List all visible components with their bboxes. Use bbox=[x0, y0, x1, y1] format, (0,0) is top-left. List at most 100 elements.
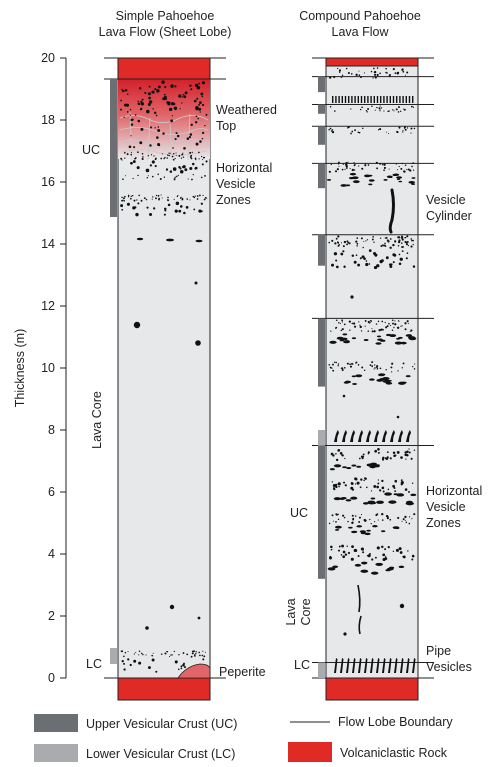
vesicle bbox=[398, 253, 401, 256]
vesicle bbox=[174, 157, 176, 160]
vesicle bbox=[407, 244, 409, 247]
vesicle bbox=[132, 160, 136, 164]
vesicle bbox=[340, 329, 343, 332]
compound-upper-crust-bar bbox=[318, 445, 325, 579]
vesicle bbox=[133, 653, 135, 655]
vesicle bbox=[329, 366, 332, 369]
vesicle bbox=[202, 658, 205, 661]
vesicle bbox=[331, 129, 334, 131]
pipe-vesicle bbox=[373, 96, 375, 103]
vesicle bbox=[166, 238, 174, 242]
vesicle bbox=[163, 93, 166, 96]
vesicle bbox=[406, 127, 409, 129]
vesicle bbox=[328, 241, 331, 244]
vesicle bbox=[337, 549, 341, 552]
vesicle bbox=[413, 513, 416, 516]
vesicle bbox=[347, 125, 350, 129]
vesicle bbox=[368, 179, 375, 182]
vesicle bbox=[333, 464, 342, 468]
vesicle bbox=[406, 320, 409, 323]
vesicle bbox=[169, 152, 171, 154]
vesicle bbox=[379, 110, 381, 112]
compound-upper-crust-bar bbox=[318, 234, 325, 266]
vesicle bbox=[199, 194, 201, 197]
vesicle bbox=[341, 321, 343, 323]
simple-hvz-label-2: Vesicle bbox=[216, 177, 256, 191]
vesicle bbox=[358, 70, 360, 72]
vesicle bbox=[141, 158, 144, 160]
vesicle bbox=[361, 167, 364, 170]
vesicle bbox=[142, 654, 144, 656]
vesicle bbox=[356, 245, 358, 247]
vesicle bbox=[330, 330, 332, 332]
vesicle bbox=[195, 651, 197, 653]
vesicle bbox=[152, 108, 154, 110]
vesicle bbox=[371, 330, 374, 333]
vesicle bbox=[121, 199, 123, 202]
vesicle bbox=[381, 320, 384, 323]
compound-title-line1: Compound Pahoehoe bbox=[299, 9, 421, 23]
vesicle bbox=[390, 263, 393, 266]
vesicle bbox=[185, 205, 189, 209]
vesicle bbox=[355, 362, 357, 364]
vesicle bbox=[413, 127, 416, 130]
vesicle bbox=[411, 558, 414, 561]
vesicle bbox=[189, 84, 192, 87]
vesicle bbox=[394, 479, 398, 483]
vesicle bbox=[358, 131, 361, 134]
vesicle bbox=[365, 109, 368, 112]
vesicle bbox=[186, 137, 190, 140]
pipe-vesicle bbox=[376, 96, 379, 103]
vesicle bbox=[383, 244, 386, 247]
vesicle bbox=[367, 320, 370, 324]
vesicle bbox=[328, 363, 331, 366]
vesicle bbox=[353, 325, 357, 328]
vesicle bbox=[402, 246, 404, 248]
vesicle bbox=[343, 632, 347, 636]
vesicle bbox=[170, 119, 174, 123]
vesicle bbox=[343, 516, 346, 519]
pipe-vesicle bbox=[338, 96, 340, 103]
vesicle bbox=[161, 80, 165, 84]
vesicle bbox=[353, 169, 356, 171]
vesicle bbox=[370, 320, 373, 322]
vesicle bbox=[189, 156, 192, 158]
vesicle bbox=[352, 180, 360, 184]
pipe-vesicle bbox=[366, 430, 371, 442]
pipe-vesicle bbox=[341, 96, 343, 103]
vesicle bbox=[143, 197, 146, 200]
vesicle bbox=[397, 245, 400, 247]
vesicle bbox=[189, 166, 193, 171]
legend-lc-swatch bbox=[34, 744, 78, 762]
vesicle bbox=[376, 167, 379, 170]
vesicle bbox=[367, 108, 370, 110]
vesicle bbox=[378, 107, 381, 110]
vesicle bbox=[392, 322, 395, 325]
vesicle bbox=[361, 561, 368, 565]
vesicle bbox=[360, 513, 363, 516]
vesicle bbox=[199, 111, 201, 113]
vesicle bbox=[333, 497, 341, 501]
vesicle bbox=[148, 85, 151, 88]
vesicle bbox=[390, 324, 392, 327]
vesicle bbox=[174, 176, 176, 179]
vesicle bbox=[194, 167, 197, 170]
y-tick-label-8: 8 bbox=[48, 423, 55, 437]
vesicle bbox=[379, 162, 382, 165]
vesicle bbox=[410, 245, 413, 248]
vesicle bbox=[137, 174, 139, 177]
vesicle bbox=[381, 519, 384, 521]
vesicle bbox=[129, 108, 132, 111]
vesicle bbox=[368, 249, 372, 252]
vesicle bbox=[400, 167, 403, 170]
vesicle bbox=[398, 180, 403, 183]
vesicle bbox=[133, 321, 141, 329]
vesicle bbox=[404, 322, 407, 325]
vesicle bbox=[396, 415, 400, 419]
compound-lower-crust-bar bbox=[318, 662, 325, 678]
vesicle bbox=[373, 330, 376, 333]
vesicle bbox=[130, 153, 132, 156]
vesicle bbox=[194, 121, 198, 124]
pipe-vesicle bbox=[380, 96, 382, 103]
vesicle bbox=[367, 451, 370, 454]
